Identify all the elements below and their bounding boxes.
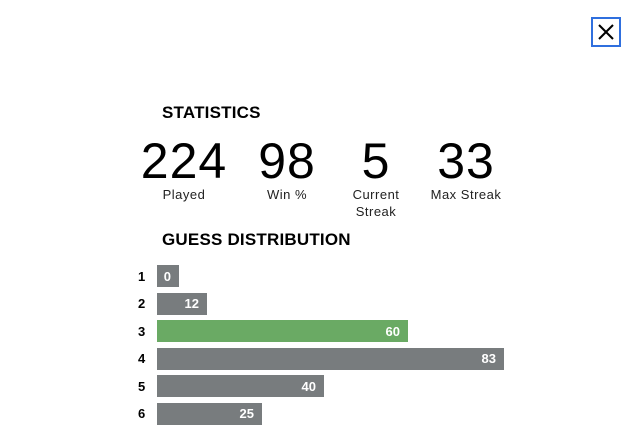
distribution-row: 1 0 [138,265,538,287]
stat-max-streak: 33 Max Streak [426,136,506,203]
close-button[interactable] [591,17,621,47]
stat-played-label: Played [162,187,206,202]
stat-win-percent-label: Win % [266,187,308,202]
guess-number: 3 [138,323,146,339]
stat-played-value: 224 [140,133,228,189]
distribution-bar: 40 [157,375,324,398]
bar-count: 83 [481,351,496,367]
distribution-row: 6 25 [138,402,538,425]
bar-count: 12 [184,296,199,312]
distribution-bar: 60 [157,320,408,343]
bar-count: 0 [163,268,171,284]
distribution-row: 2 12 [138,292,538,315]
statistics-title: STATISTICS [162,103,261,122]
bar-count: 25 [239,406,254,422]
stat-max-streak-label: Max Streak [430,187,502,202]
guess-number: 6 [138,406,146,422]
stat-current-streak-label: Current Streak [352,187,400,219]
guess-number: 4 [138,351,146,367]
stat-max-streak-value: 33 [437,133,495,189]
stat-current-streak: 5 Current Streak [343,136,409,220]
distribution-bar: 12 [157,292,207,315]
guess-number: 5 [138,378,146,394]
stat-current-streak-value: 5 [361,133,391,189]
stat-win-percent: 98 Win % [247,136,327,203]
distribution-bar: 25 [157,402,262,425]
bar-count: 60 [385,323,400,339]
distribution-row: 3 60 [138,320,538,343]
close-icon [598,24,614,40]
stat-played: 224 Played [128,136,240,203]
distribution-row: 4 83 [138,347,538,370]
distribution-bar: 83 [157,347,504,370]
distribution-row: 5 40 [138,375,538,398]
guess-distribution-title: GUESS DISTRIBUTION [162,230,351,249]
guess-number: 1 [138,268,146,284]
stat-win-percent-value: 98 [258,133,316,189]
guess-number: 2 [138,296,146,312]
guess-distribution: 1 0 2 12 3 60 4 83 5 40 6 25 [138,265,538,431]
bar-count: 40 [301,378,316,394]
distribution-bar: 0 [157,265,179,287]
